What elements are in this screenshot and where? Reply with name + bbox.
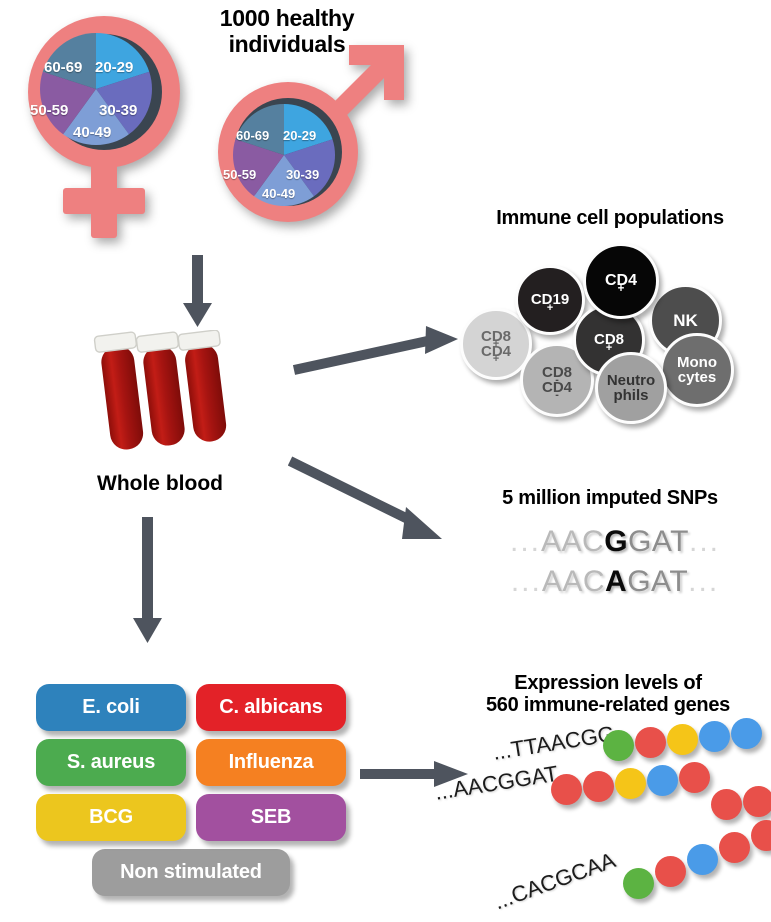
bead <box>583 771 614 802</box>
arrow-blood-to-immune <box>292 326 458 375</box>
bead <box>615 768 646 799</box>
arrow-blood-to-snps <box>288 456 442 539</box>
stimulus-box-influenza[interactable]: Influenza <box>196 739 346 786</box>
immune-cell-cd8p-cd4p: CD8 + CD4 + <box>460 308 532 380</box>
cell-label: CD8 + <box>593 331 624 354</box>
cell-label-line2: phils <box>613 387 649 404</box>
immune-cell-neutrophils: Neutro phils <box>595 352 667 424</box>
stimulus-box-bcg[interactable]: BCG <box>36 794 186 841</box>
bead <box>655 856 686 887</box>
arrow-cohort-to-blood <box>183 255 212 327</box>
cell-label: CD4 + <box>604 271 637 296</box>
snp-variant-allele-2: A <box>605 565 628 598</box>
immune-cell-cluster: CD8 + CD4 + CD19 + CD4 + NK CD8 + Mono cytes <box>460 230 771 424</box>
cohort-title-line2: individuals <box>228 30 346 57</box>
cell-label-line2: CD4 + <box>480 343 511 366</box>
immune-cell-cd19p: CD19 + <box>515 265 585 335</box>
bead <box>711 789 742 820</box>
bead <box>687 844 718 875</box>
immune-cell-monocytes: Mono cytes <box>660 333 734 407</box>
immune-cell-cd4p: CD4 + <box>583 243 659 319</box>
snp-sequence-row: ...AACAGAT... <box>510 565 720 598</box>
stimulus-box-non-stimulated[interactable]: Non stimulated <box>92 849 290 896</box>
bead <box>603 730 634 761</box>
snp-sequences: ...AACGGAT... ...AACAGAT... <box>470 525 760 605</box>
strand-sequence-3: ...CACGCAA <box>490 847 619 915</box>
immune-title: Immune cell populations <box>496 207 724 229</box>
stimuli-grid: E. coli C. albicans S. aureus Influenza … <box>36 684 346 841</box>
bead <box>731 718 762 749</box>
bead <box>635 727 666 758</box>
immune-cell-cd8n-cd4n: CD8- CD4- <box>520 343 594 417</box>
bead <box>751 820 771 851</box>
snp-variant-allele-1: G <box>604 525 629 558</box>
bead <box>623 868 654 899</box>
bead <box>743 786 771 817</box>
female-pie-slices <box>40 33 152 146</box>
expression-title-line1: Expression levels of <box>514 672 702 694</box>
stimulus-box-c-albicans[interactable]: C. albicans <box>196 684 346 731</box>
arrow-blood-to-stimuli <box>133 517 162 643</box>
bead <box>699 721 730 752</box>
bead <box>667 724 698 755</box>
cell-label: NK <box>673 310 698 330</box>
expression-title: Expression levels of 560 immune-related … <box>450 672 766 717</box>
stimulus-box-seb[interactable]: SEB <box>196 794 346 841</box>
cohort-title: 1000 healthy individuals <box>172 5 402 58</box>
arrow-stimuli-to-expression <box>360 761 468 787</box>
bead <box>719 832 750 863</box>
cell-label-line2: CD4- <box>541 379 572 402</box>
bead <box>647 765 678 796</box>
bead <box>679 762 710 793</box>
blood-tubes <box>90 329 240 470</box>
whole-blood-label: Whole blood <box>97 472 223 495</box>
cohort-title-line1: 1000 healthy <box>219 5 355 31</box>
male-age-pie: 20-29 30-39 40-49 50-59 60-69 <box>223 98 341 212</box>
snp-sequence-row: ...AACGGAT... <box>509 525 720 558</box>
female-age-pie: 20-29 30-39 40-49 50-59 60-69 <box>30 26 159 152</box>
male-pie-slices <box>232 103 336 207</box>
cell-label-line1: CD8 + <box>480 327 511 350</box>
stimuli-panel: E. coli C. albicans S. aureus Influenza … <box>36 684 346 896</box>
expression-title-line2: 560 immune-related genes <box>485 694 730 717</box>
stimulus-box-s-aureus[interactable]: S. aureus <box>36 739 186 786</box>
cell-label-line1: Neutro <box>606 371 656 389</box>
blood-tubes-glyph <box>93 329 227 450</box>
cell-label-line1: Mono <box>677 353 717 371</box>
bead <box>551 774 582 805</box>
cell-label-line2: cytes <box>677 369 717 386</box>
stimulus-box-e-coli[interactable]: E. coli <box>36 684 186 731</box>
cell-label: CD19 + <box>530 291 570 314</box>
cell-label-line1: CD8- <box>541 363 572 386</box>
expression-strands: ...TTAACGG ...AACGGAT ...CACGCAA <box>433 718 771 915</box>
strand-sequence-1: ...TTAACGG <box>490 720 617 765</box>
snps-title: 5 million imputed SNPs <box>502 487 718 509</box>
